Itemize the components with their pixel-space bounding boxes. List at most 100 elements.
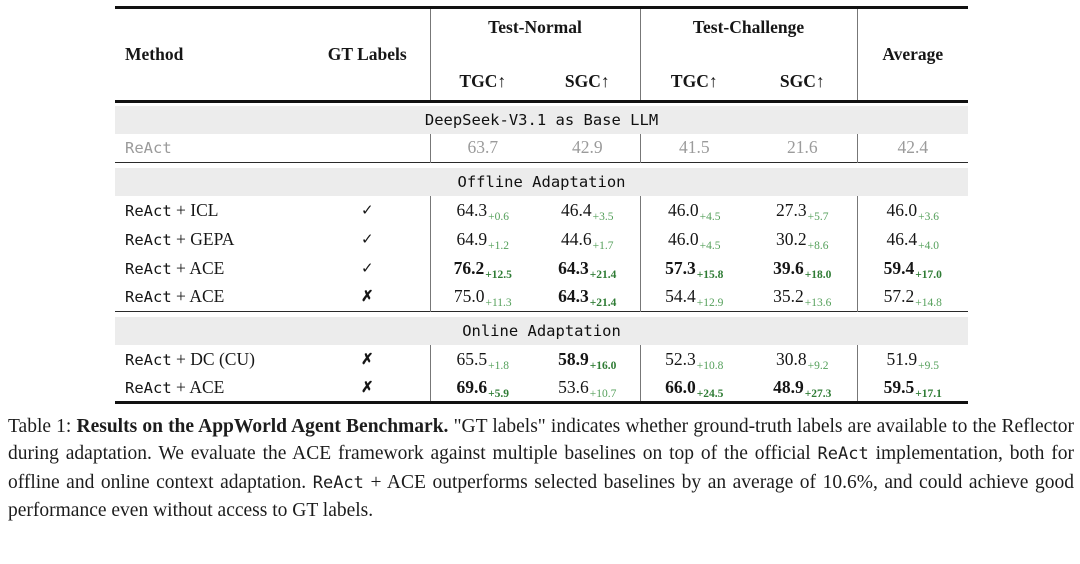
score-delta: +1.7: [592, 239, 614, 252]
value-cell: 64.3+21.4: [535, 254, 640, 283]
method-serif-text: + GEPA: [171, 228, 235, 249]
value-cell: 59.4+17.0: [856, 253, 969, 283]
value-cell: 21.6: [748, 134, 857, 163]
method-serif-text: + ACE: [171, 286, 225, 307]
score-value: 42.4: [897, 137, 929, 158]
value-cell: 42.9: [535, 134, 640, 163]
score-delta: +8.6: [807, 239, 829, 252]
table-row: ReAct + GEPA ✓ 64.9+1.2 44.6+1.7 46.0+4.5 30.…: [115, 224, 969, 254]
section-title: Offline Adaptation: [115, 167, 969, 196]
score-value: 52.3: [665, 348, 696, 369]
score-value: 44.6: [561, 228, 592, 249]
score-delta: +16.0: [589, 359, 617, 372]
score-delta: +5.9: [488, 387, 510, 400]
value-cell: 69.6+5.9: [429, 373, 535, 403]
score-value: 59.5: [883, 376, 915, 397]
method-mono-text: ReAct: [125, 230, 172, 249]
score-delta: +13.6: [804, 297, 832, 310]
method-mono-text: ReAct: [125, 288, 172, 307]
value-cell: 39.6+18.0: [748, 254, 857, 283]
value-cell: 48.9+27.3: [748, 374, 857, 403]
section-title: DeepSeek-V3.1 as Base LLM: [115, 105, 969, 134]
score-value: 75.0: [453, 286, 485, 307]
score-value: 51.9: [886, 348, 918, 369]
column-header-tgc-challenge: TGC↑: [639, 64, 748, 103]
score-delta: +3.5: [592, 210, 614, 223]
score-delta: +4.5: [699, 239, 721, 252]
score-delta: +21.4: [589, 268, 617, 281]
score-value: 30.8: [776, 348, 807, 369]
score-delta: +15.8: [696, 268, 724, 281]
score-value: 39.6: [773, 257, 804, 278]
table-row: ReAct + ACE ✗ 69.6+5.9 53.6+10.7 66.0+24.5 48…: [115, 373, 969, 403]
value-cell: 64.9+1.2: [429, 224, 535, 254]
caption-segment: + ACE outperforms selected baselines by …: [8, 471, 1074, 522]
column-header-sgc-challenge: SGC↑: [748, 64, 858, 103]
score-value: 59.4: [883, 257, 915, 278]
value-cell: 57.3+15.8: [639, 253, 748, 283]
score-value: 35.2: [773, 286, 804, 307]
value-cell: 46.0+3.6: [856, 195, 969, 225]
value-cell: 46.0+4.5: [639, 195, 748, 225]
method-serif-text: + DC (CU): [171, 348, 255, 369]
table-row: ReAct + ACE ✓ 76.2+12.5 64.3+21.4 57.3+15.8 3…: [115, 253, 969, 283]
value-cell: 52.3+10.8: [639, 344, 748, 374]
table-row: ReAct + DC (CU) ✗ 65.5+1.8 58.9+16.0 52.3+10…: [115, 344, 969, 374]
score-delta: +1.2: [488, 239, 509, 252]
table-header: Method GT Labels Test-Normal Test-Challe…: [115, 7, 969, 103]
score-value: 48.9: [773, 376, 804, 397]
value-cell: 59.5+17.1: [856, 373, 969, 403]
score-delta: +12.5: [485, 268, 512, 281]
method-cell: ReAct + DC (CU): [115, 345, 305, 374]
results-table: Method GT Labels Test-Normal Test-Challe…: [115, 6, 969, 404]
score-delta: +1.8: [488, 359, 509, 372]
score-value: 65.5: [456, 348, 488, 369]
method-cell: ReAct + ACE: [115, 283, 305, 312]
method-mono-text: ReAct: [125, 350, 172, 369]
section-rule: [115, 311, 969, 317]
method-mono-text: ReAct: [125, 201, 172, 220]
column-header-method: Method: [115, 7, 305, 103]
score-delta: +17.0: [915, 268, 942, 281]
value-cell: 46.4+4.0: [856, 224, 969, 254]
value-cell: 46.4+3.5: [535, 196, 640, 225]
score-value: 76.2: [453, 257, 485, 278]
column-group-test-normal: Test-Normal: [429, 7, 640, 64]
score-value: 58.9: [558, 348, 589, 369]
method-cell: ReAct + GEPA: [115, 225, 305, 254]
column-header-average: Average: [856, 7, 969, 103]
value-cell: 30.2+8.6: [748, 225, 857, 254]
score-delta: +9.5: [918, 359, 940, 372]
value-cell: 75.0+11.3: [429, 282, 535, 312]
table-row: ReAct + ACE ✗ 75.0+11.3 64.3+21.4 54.4+12.9 3…: [115, 282, 969, 312]
score-value: 57.3: [665, 257, 696, 278]
score-delta: +4.5: [699, 210, 721, 223]
value-cell: 65.5+1.8: [429, 344, 535, 374]
section-rule: [115, 101, 969, 106]
value-cell: 58.9+16.0: [535, 345, 640, 374]
table-row: ReAct 63.7 42.9 41.5 21.6 42.4: [115, 133, 969, 163]
column-header-sgc-normal: SGC↑: [535, 64, 640, 103]
score-value: 30.2: [776, 228, 807, 249]
method-serif-text: + ICL: [171, 199, 219, 220]
score-delta: +11.3: [485, 297, 512, 310]
column-header-tgc-normal: TGC↑: [429, 64, 535, 103]
method-mono-text: ReAct: [125, 259, 172, 278]
score-delta: +21.4: [589, 297, 617, 310]
score-value: 21.6: [786, 137, 818, 158]
score-value: 57.2: [883, 286, 915, 307]
caption-segment: implementation, both for offline and onl…: [8, 443, 1074, 493]
value-cell: 42.4: [856, 133, 969, 163]
method-serif-text: + ACE: [171, 257, 225, 278]
value-cell: 46.0+4.5: [639, 224, 748, 254]
value-cell: 41.5: [639, 133, 748, 163]
column-header-gt-labels: GT Labels: [305, 7, 430, 103]
value-cell: 76.2+12.5: [429, 253, 535, 283]
value-cell: 35.2+13.6: [748, 283, 857, 312]
group-label-test-challenge: Test-Challenge: [692, 17, 805, 37]
score-value: 64.9: [456, 228, 488, 249]
gt-empty-cell: [305, 134, 430, 163]
method-cell: ReAct + ICL: [115, 196, 305, 225]
score-delta: +18.0: [804, 268, 832, 281]
score-delta: +27.3: [804, 387, 832, 400]
